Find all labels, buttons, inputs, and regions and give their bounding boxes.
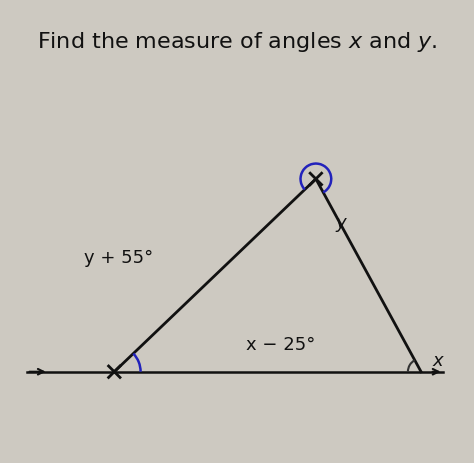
- Text: x: x: [432, 352, 443, 370]
- Text: y + 55°: y + 55°: [83, 249, 153, 267]
- Text: x − 25°: x − 25°: [246, 336, 316, 354]
- Text: y: y: [336, 214, 346, 232]
- Text: Find the measure of angles $\it{x}$ and $\it{y}$.: Find the measure of angles $\it{x}$ and …: [37, 30, 437, 54]
